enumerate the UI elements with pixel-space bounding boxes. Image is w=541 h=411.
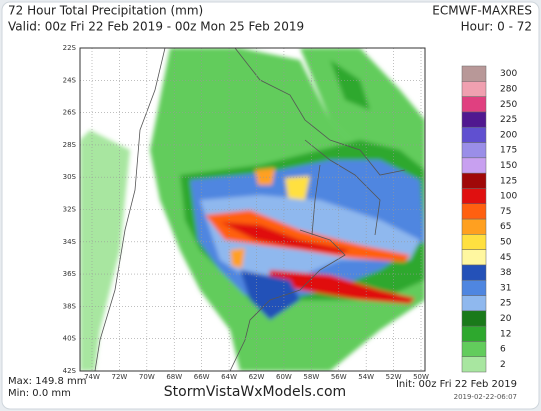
legend-swatch [461, 81, 487, 97]
legend-swatch [461, 65, 487, 82]
max-value: Max: 149.8 mm [8, 376, 87, 387]
init-time: Init: 00z Fri 22 Feb 2019 [396, 379, 517, 390]
legend-label: 25 [500, 299, 511, 309]
hours: Hour: 0 - 72 [461, 20, 532, 34]
legend: 2 6 12 20 25 31 38 45 50 65 75 100 125 150 175 200 225 25… [461, 65, 517, 373]
legend-label: 175 [500, 146, 517, 156]
lon-label: 52W [386, 373, 402, 381]
lat-label: 34S [63, 238, 77, 246]
lat-label: 40S [63, 335, 77, 343]
legend-swatch [461, 126, 487, 143]
legend-swatch [461, 157, 487, 174]
legend-label: 6 [500, 345, 506, 355]
legend-swatch [461, 142, 487, 159]
model: ECMWF-MAXRES [432, 4, 532, 18]
lon-label: 58W [303, 373, 319, 381]
lon-label: 60W [276, 373, 292, 381]
legend-label: 250 [500, 100, 517, 110]
legend-swatch [461, 264, 487, 281]
legend-label: 280 [500, 84, 517, 94]
legend-swatch [461, 111, 487, 128]
grid [80, 48, 425, 371]
legend-label: 31 [500, 283, 511, 293]
legend-swatch [461, 279, 487, 296]
legend-label: 75 [500, 207, 511, 217]
lon-label: 74W [84, 373, 100, 381]
legend-swatch [461, 356, 487, 373]
site: StormVistaWxModels.com [164, 384, 346, 400]
legend-label: 20 [500, 314, 512, 324]
legend-label: 38 [500, 268, 512, 278]
legend-label: 100 [500, 192, 517, 202]
lon-label: 56W [331, 373, 347, 381]
legend-label: 200 [500, 130, 517, 140]
legend-label: 225 [500, 115, 517, 125]
legend-swatch [461, 234, 487, 250]
lat-label: 22S [63, 44, 77, 52]
lat-label: 38S [63, 302, 77, 310]
min-value: Min: 0.0 mm [8, 388, 71, 399]
legend-label: 150 [500, 161, 517, 171]
lat-label: 26S [63, 109, 77, 117]
lat-label: 42S [63, 367, 77, 375]
lon-label: 62W [249, 373, 265, 381]
legend-swatch [461, 218, 487, 235]
lon-label: 54W [358, 373, 374, 381]
lon-label: 66W [194, 373, 210, 381]
lon-label: 68W [166, 373, 182, 381]
lat-label: 36S [63, 270, 77, 278]
legend-swatch [461, 172, 487, 189]
legend-swatch [461, 341, 487, 357]
lat-label: 24S [63, 76, 77, 84]
legend-swatch [461, 249, 487, 266]
legend-label: 12 [500, 329, 511, 339]
lon-label: 50W [413, 373, 429, 381]
timestamp: 2019-02-22-06:07 [454, 393, 517, 401]
legend-label: 50 [500, 237, 512, 247]
legend-swatch [461, 295, 487, 312]
lat-label: 30S [63, 173, 77, 181]
legend-swatch [461, 96, 487, 113]
legend-swatch [461, 310, 487, 327]
legend-swatch [461, 188, 487, 204]
map-border [79, 47, 426, 372]
legend-label: 125 [500, 176, 517, 186]
legend-swatch [461, 203, 487, 220]
axis-labels: 22S 24S 26S 28S 30S 32S 34S 36S 38S 40S 42S 74W 72W 7… [63, 44, 429, 381]
legend-label: 65 [500, 222, 511, 232]
title: 72 Hour Total Precipitation (mm) [8, 4, 203, 18]
legend-label: 45 [500, 253, 511, 263]
legend-swatch [461, 325, 487, 342]
valid: Valid: 00z Fri 22 Feb 2019 - 00z Mon 25 … [8, 20, 304, 34]
legend-label: 300 [500, 69, 517, 79]
lon-label: 64W [221, 373, 237, 381]
lon-label: 70W [139, 373, 155, 381]
lat-label: 28S [63, 141, 77, 149]
lat-label: 32S [63, 206, 77, 214]
legend-label: 2 [500, 360, 506, 370]
lon-label: 72W [111, 373, 127, 381]
